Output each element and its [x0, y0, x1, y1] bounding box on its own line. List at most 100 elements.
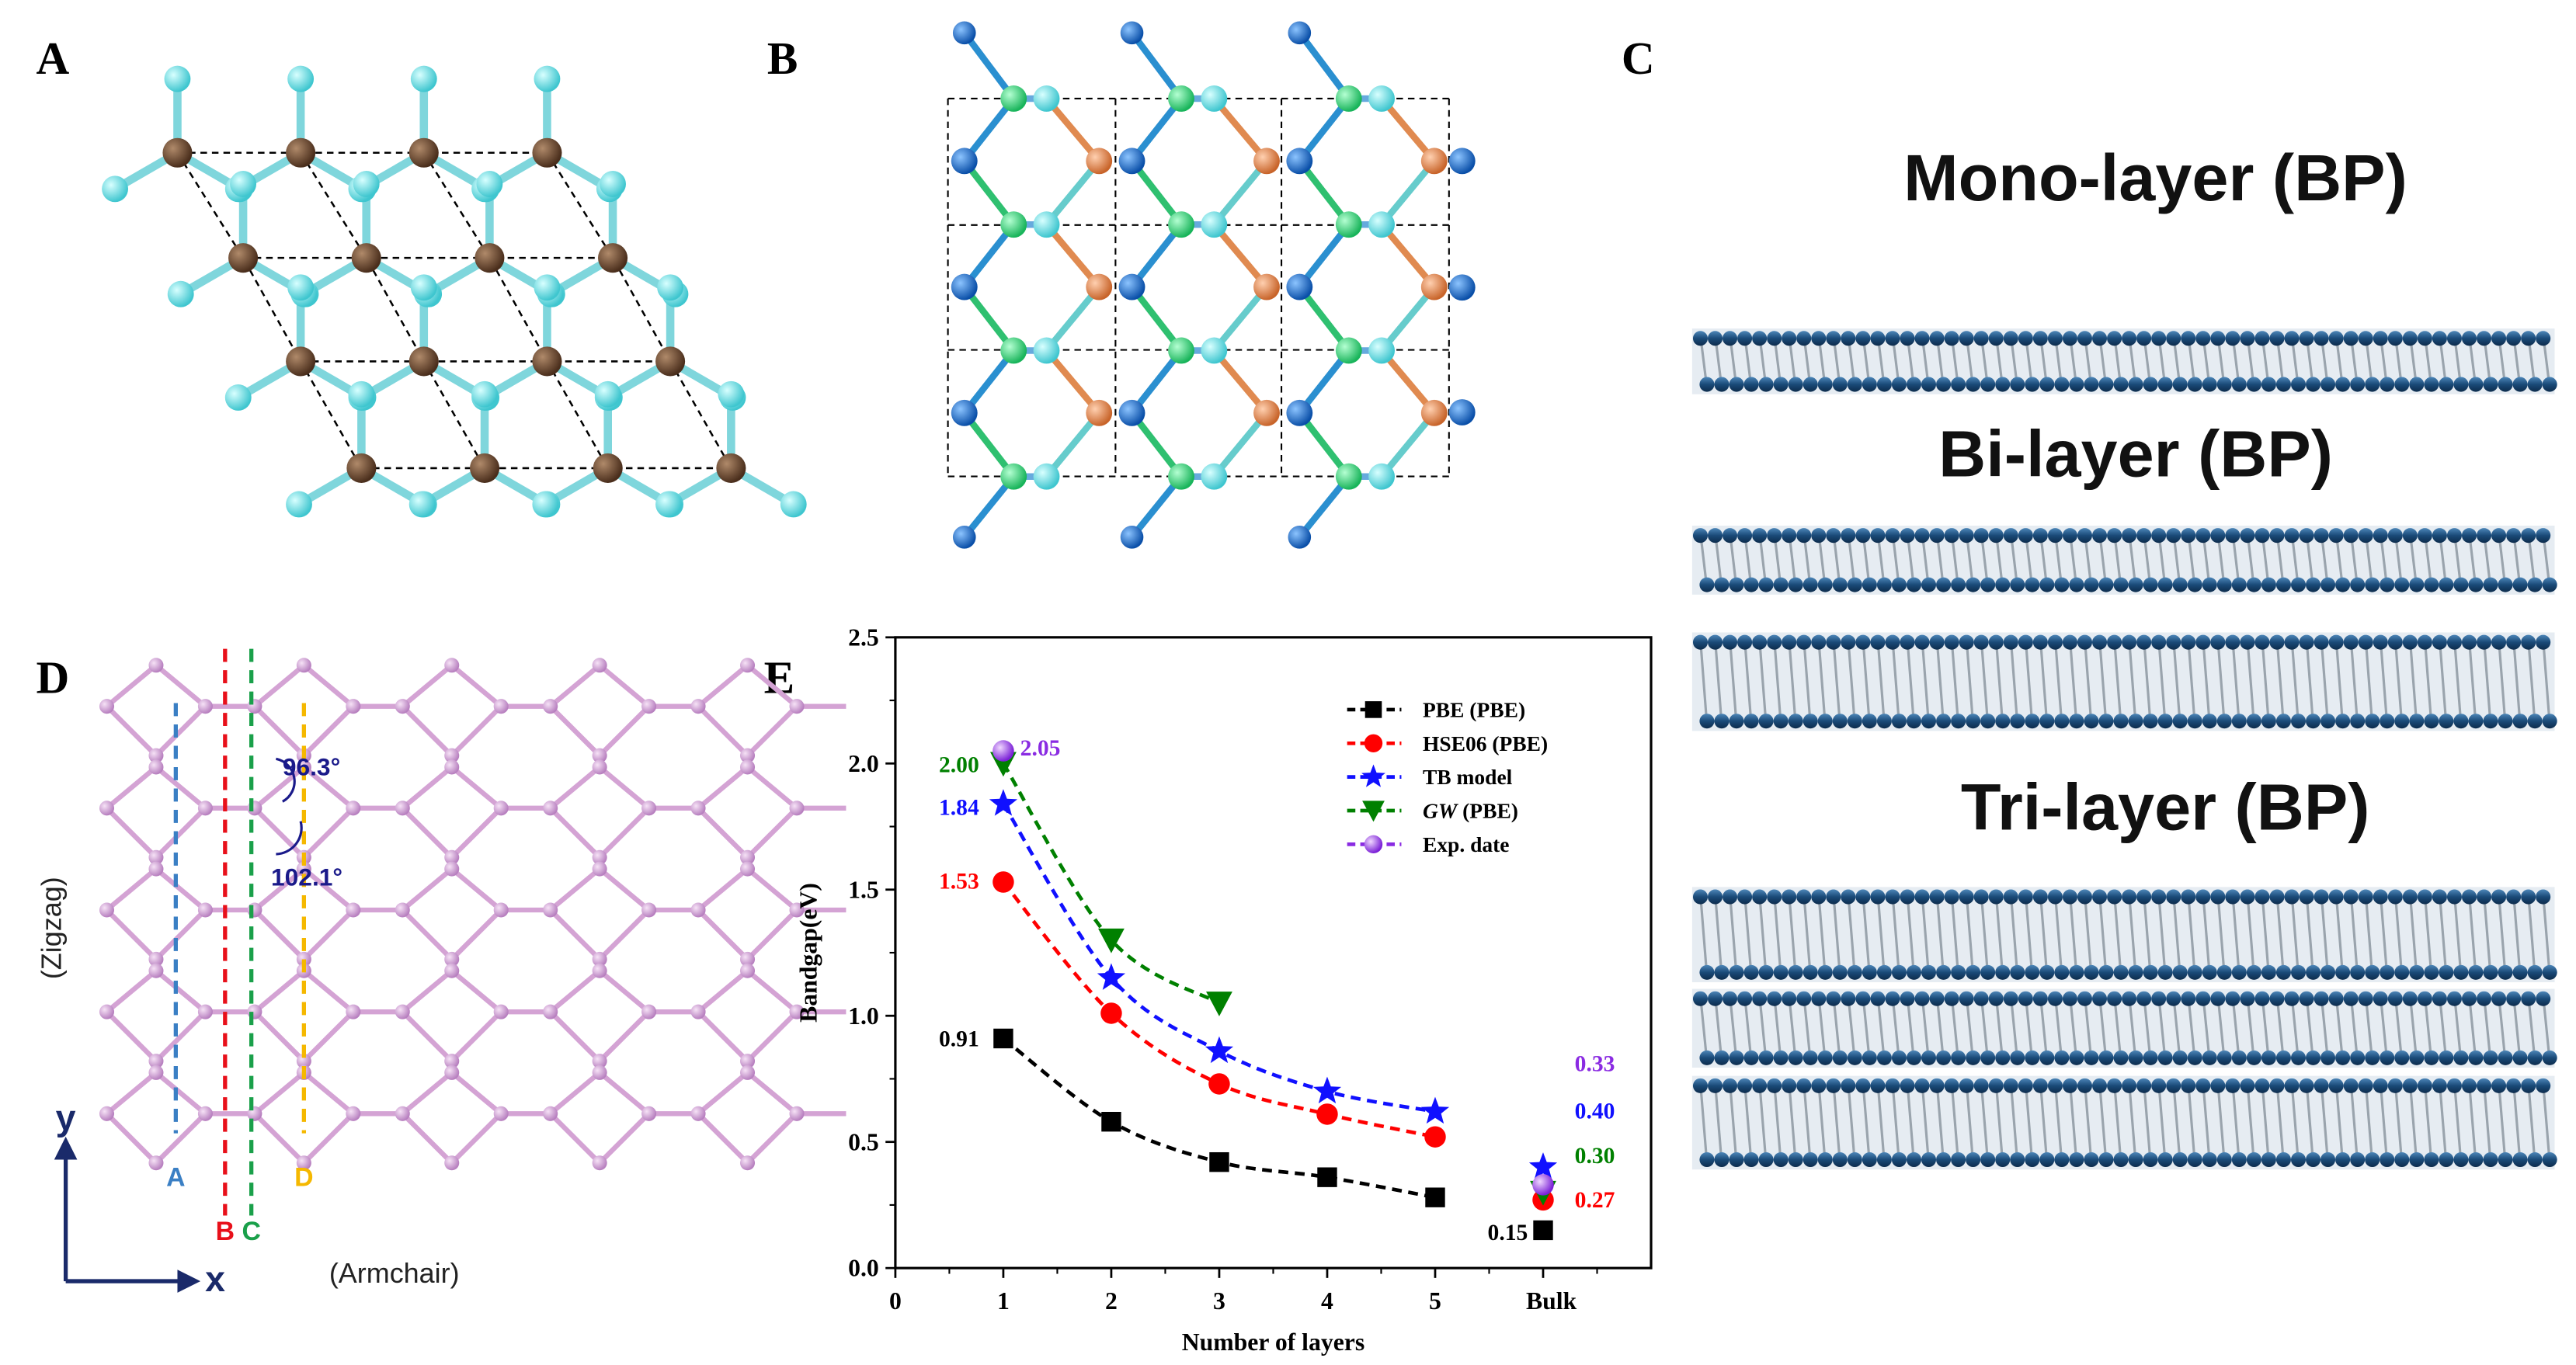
panel-c-layer-structures: Mono-layer (BP) Bi-layer (BP) Tri-layer …: [1691, 141, 2557, 1170]
atom: [2128, 577, 2143, 592]
atom: [2365, 964, 2380, 980]
panel-a-honeycomb-structure: [102, 65, 807, 518]
atom: [2122, 1078, 2137, 1093]
atom: [2491, 331, 2507, 346]
bond: [2438, 638, 2448, 725]
bond: [2364, 1082, 2374, 1163]
atom: [1855, 1078, 1871, 1093]
bond: [2128, 995, 2137, 1061]
atom: [2320, 1050, 2336, 1065]
atom: [1959, 1078, 1974, 1093]
atom: [2240, 889, 2255, 905]
atom: [1782, 889, 1797, 905]
bond: [2423, 893, 2433, 976]
atom: [2350, 964, 2366, 980]
atom: [2284, 1078, 2300, 1093]
atom: [2439, 377, 2454, 392]
bond: [450, 1070, 503, 1116]
bond: [105, 1009, 158, 1063]
data-point-series-3: [1098, 928, 1125, 953]
atom: [1906, 377, 1921, 392]
bond: [696, 806, 749, 860]
atom-phosphorus: [444, 963, 460, 978]
atom: [1885, 889, 1900, 905]
bond: [105, 908, 158, 961]
atom: [2231, 714, 2247, 729]
atom: [2172, 1152, 2188, 1168]
bond: [1728, 995, 1738, 1061]
atom-phosphorus: [395, 699, 410, 714]
bond: [2261, 1082, 2270, 1163]
atom: [2461, 634, 2477, 650]
atom: [1966, 1152, 1981, 1168]
atom-cyan: [286, 491, 312, 518]
atom: [2210, 889, 2226, 905]
y-tick-label: 2.5: [848, 623, 879, 651]
atom: [1988, 634, 2004, 650]
atom-phosphorus: [789, 1004, 805, 1019]
atom: [1723, 889, 1738, 905]
atom-phosphorus: [740, 951, 756, 967]
atom: [2527, 714, 2543, 729]
bond: [2172, 1082, 2181, 1163]
atom-brown: [408, 137, 439, 168]
bond: [1891, 1082, 1901, 1163]
bond: [1378, 158, 1437, 227]
panel-d-lattice: AB CD 96.3° 102.1° (Zigzag) (Armchair) y …: [35, 648, 846, 1299]
atom: [2365, 577, 2380, 592]
atom: [2387, 1078, 2403, 1093]
atom: [2098, 577, 2114, 592]
atom: [1803, 377, 1818, 392]
bond: [2512, 995, 2522, 1061]
bond: [2172, 893, 2181, 976]
atom-phosphorus: [493, 801, 509, 816]
bond: [2512, 893, 2522, 976]
bond: [1891, 893, 1901, 976]
data-label: 2.05: [1020, 736, 1061, 761]
atom: [2269, 991, 2285, 1006]
atom: [2018, 634, 2033, 650]
atom: [2032, 1078, 2048, 1093]
atom: [1758, 377, 1774, 392]
atom: [2290, 1050, 2307, 1065]
atom: [1729, 577, 1744, 592]
atom: [1966, 377, 1981, 392]
atom: [2394, 577, 2410, 592]
atom: [2254, 528, 2270, 544]
bond: [105, 704, 158, 758]
atom: [2402, 991, 2418, 1006]
atom: [2314, 331, 2329, 346]
bond: [746, 765, 799, 811]
atom: [2092, 331, 2108, 346]
atom: [2231, 577, 2247, 592]
atom: [2314, 889, 2329, 905]
bond: [2393, 1082, 2404, 1163]
panel-label-d: D: [37, 652, 70, 703]
atom: [2092, 889, 2108, 905]
bond: [154, 765, 207, 811]
bond: [1965, 893, 1975, 976]
bond: [961, 96, 1017, 163]
atom-phosphorus: [690, 1004, 706, 1019]
atom: [2306, 1152, 2321, 1168]
bond: [401, 908, 454, 961]
atom: [2010, 1050, 2025, 1065]
atom: [2062, 991, 2077, 1006]
atom: [1729, 1050, 1744, 1065]
atom: [2284, 634, 2300, 650]
bond: [2482, 638, 2492, 725]
atom: [1841, 991, 1856, 1006]
y-tick-label: 2.0: [848, 750, 879, 777]
bond: [2083, 1082, 2093, 1163]
atom: [2468, 1050, 2484, 1065]
bond: [2261, 893, 2270, 976]
atom: [2202, 714, 2217, 729]
atom: [1729, 964, 1744, 980]
bond: [2039, 1082, 2049, 1163]
bond: [746, 704, 799, 758]
bond: [1758, 893, 1768, 976]
atom: [2402, 528, 2418, 544]
atom: [1707, 889, 1723, 905]
atom: [1885, 528, 1900, 544]
atom: [2225, 991, 2241, 1006]
